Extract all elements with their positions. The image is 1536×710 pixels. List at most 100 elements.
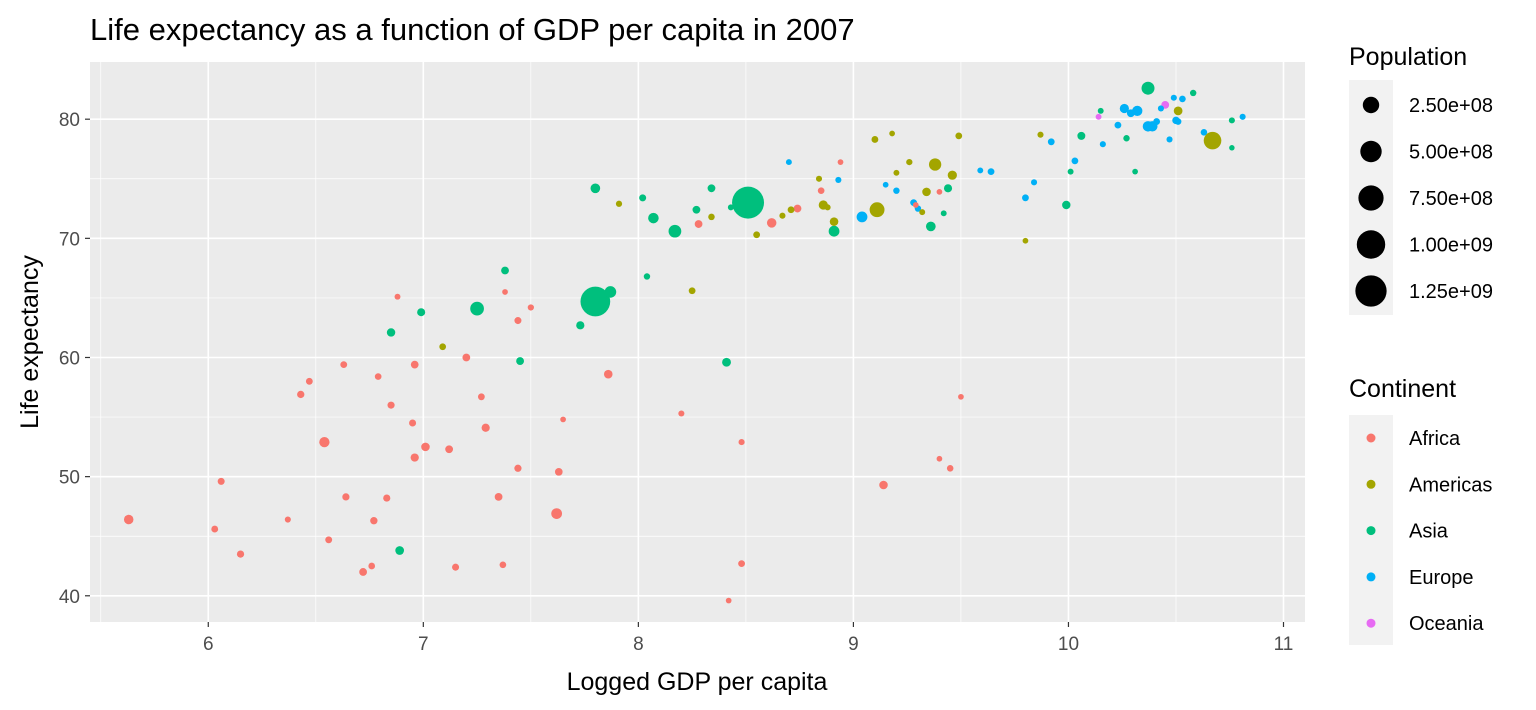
data-point-africa — [394, 293, 401, 300]
data-point-asia — [1229, 145, 1235, 151]
data-point-africa — [766, 218, 777, 228]
population-legend-key — [1358, 185, 1384, 211]
data-point-asia — [940, 210, 947, 217]
data-point-africa — [514, 464, 522, 472]
data-point-americas — [615, 200, 623, 207]
data-point-americas — [1022, 237, 1029, 244]
data-point-europe — [977, 167, 984, 174]
data-point-americas — [815, 175, 823, 182]
data-point-europe — [1170, 94, 1177, 101]
x-tick-label: 7 — [418, 634, 429, 655]
data-point-europe — [1166, 136, 1173, 143]
data-point-europe — [1126, 109, 1135, 118]
continent-legend-key — [1366, 479, 1376, 489]
data-point-americas — [439, 343, 447, 351]
data-point-africa — [738, 560, 745, 568]
y-tick-label: 80 — [59, 110, 80, 131]
continent-legend-label: Americas — [1409, 474, 1492, 496]
data-point-africa — [551, 508, 563, 519]
data-point-americas — [688, 287, 696, 295]
y-axis-title: Life expectancy — [16, 255, 44, 429]
data-point-africa — [342, 493, 350, 501]
population-legend-key — [1362, 96, 1380, 114]
data-point-americas — [922, 187, 931, 197]
major-gridlines — [90, 62, 1305, 622]
data-point-asia — [828, 225, 840, 237]
data-point-europe — [1174, 118, 1182, 125]
data-point-africa — [946, 465, 954, 472]
data-point-europe — [856, 211, 868, 223]
data-point-africa — [374, 373, 382, 380]
data-point-africa — [421, 442, 430, 452]
data-point-asia — [668, 224, 682, 238]
x-tick-label: 10 — [1058, 634, 1079, 655]
data-point-asia — [604, 286, 617, 298]
y-tick-label: 40 — [59, 587, 80, 608]
population-legend-label: 7.50e+08 — [1409, 188, 1493, 210]
population-legend-key — [1360, 140, 1382, 163]
population-legend-label: 1.25e+09 — [1409, 281, 1493, 303]
data-point-europe — [785, 159, 792, 166]
data-point-africa — [936, 189, 943, 195]
population-legend-label: 2.50e+08 — [1409, 95, 1493, 117]
continent-legend-label: Asia — [1409, 521, 1449, 543]
data-point-americas — [947, 170, 957, 180]
data-point-africa — [359, 568, 368, 576]
data-point-americas — [893, 169, 900, 176]
data-point-africa — [368, 562, 376, 570]
data-point-africa — [879, 480, 888, 490]
data-point-oceania — [1095, 113, 1102, 120]
data-point-asia — [395, 546, 405, 555]
data-point-americas — [829, 217, 839, 226]
x-axis-ticks: 6 7 8 9 10 11 — [203, 622, 1293, 655]
data-point-asia — [417, 308, 426, 317]
data-point-africa — [297, 390, 305, 399]
data-point-europe — [1239, 113, 1246, 120]
data-point-africa — [462, 353, 471, 362]
data-point-africa — [217, 477, 225, 485]
y-tick-label: 60 — [59, 348, 80, 369]
data-point-asia — [639, 194, 647, 202]
data-point-africa — [554, 468, 563, 476]
data-point-asia — [643, 273, 651, 280]
data-points — [123, 81, 1246, 604]
data-point-africa — [387, 401, 395, 409]
data-point-africa — [603, 369, 613, 379]
data-point-americas — [955, 132, 963, 140]
data-point-asia — [1132, 168, 1138, 175]
data-point-africa — [340, 361, 348, 369]
data-point-africa — [527, 304, 534, 311]
data-point-africa — [305, 377, 313, 385]
data-point-europe — [1099, 141, 1106, 148]
continent-legend: Continent Africa Americas Asia Europe Oceani… — [1349, 375, 1492, 645]
x-tick-label: 9 — [848, 634, 859, 655]
data-point-africa — [502, 289, 508, 295]
data-point-europe — [1114, 121, 1122, 129]
data-point-americas — [753, 231, 761, 239]
data-point-asia — [692, 205, 701, 214]
data-point-africa — [817, 187, 825, 195]
data-point-africa — [236, 550, 245, 558]
population-legend-title: Population — [1349, 43, 1467, 71]
data-point-americas — [1203, 131, 1222, 150]
data-point-africa — [123, 514, 134, 525]
population-legend-label: 5.00e+08 — [1409, 142, 1493, 164]
data-point-europe — [835, 176, 842, 184]
data-point-africa — [793, 204, 802, 213]
data-point-europe — [1157, 105, 1164, 112]
continent-legend-label: Oceania — [1409, 613, 1484, 635]
continent-legend-key — [1366, 572, 1376, 582]
y-axis-ticks: 40 50 60 70 80 — [59, 110, 90, 608]
data-point-africa — [445, 445, 454, 454]
data-point-asia — [727, 204, 734, 211]
data-point-europe — [987, 168, 995, 176]
population-legend: Population 2.50e+08 5.00e+08 7.50e+08 1.00e… — [1349, 43, 1493, 315]
data-point-europe — [1022, 194, 1029, 202]
data-point-asia — [590, 183, 601, 194]
data-point-americas — [906, 158, 913, 166]
chart-title: Life expectancy as a function of GDP per… — [90, 12, 855, 47]
data-point-africa — [694, 220, 703, 228]
data-point-asia — [943, 184, 953, 193]
data-point-americas — [889, 130, 895, 137]
